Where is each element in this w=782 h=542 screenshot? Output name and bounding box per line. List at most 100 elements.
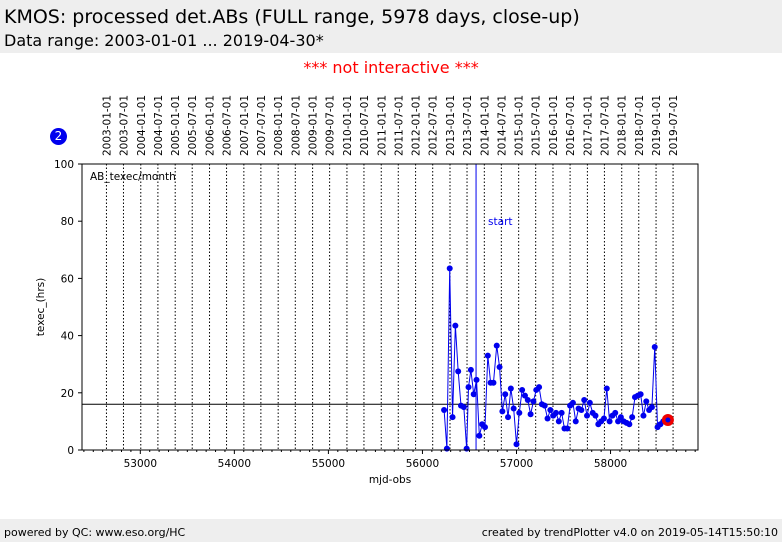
data-point [484,352,491,359]
trend-chart: 2003-01-01 2003-07-01 2004-01-01 2004-07-01… [35,95,699,486]
y-tick-label: 60 [61,273,74,285]
footer-bar: powered by QC: www.eso.org/HC created by… [0,519,782,542]
not-interactive-notice: *** not interactive *** [303,58,479,77]
data-point [541,402,548,409]
data-point [612,409,619,416]
data-point [651,344,658,351]
data-point [600,415,607,422]
data-point [586,399,593,406]
data-point [449,414,456,421]
data-point [499,408,506,415]
y-tick-label: 80 [61,216,74,228]
data-point [455,368,462,375]
data-point [470,391,477,398]
data-point [547,406,554,413]
data-point [527,411,534,418]
data-point [473,376,480,383]
latest-point-center [665,417,671,423]
date-tick-label: 2004-07-01 [153,95,165,156]
date-tick-label: 2016-07-01 [565,95,577,156]
x-tick-label: 56000 [406,458,439,470]
x-axis-label: mjd-obs [369,474,411,486]
date-tick-label: 2003-01-01 [101,95,113,156]
data-point [648,404,655,411]
date-tick-label: 2007-01-01 [239,95,251,156]
x-tick-label: 57000 [500,458,533,470]
date-tick-label: 2007-07-01 [256,95,268,156]
date-tick-label: 2009-07-01 [325,95,337,156]
data-point [544,415,551,422]
data-point [629,414,636,421]
x-tick-label: 55000 [312,458,345,470]
date-tick-label: 2005-01-01 [170,95,182,156]
date-tick-label: 2015-07-01 [531,95,543,156]
date-tick-label: 2006-07-01 [222,95,234,156]
plot-number-badge: 2 [50,128,67,145]
data-point [490,379,497,386]
data-point [476,432,483,439]
data-point [564,425,571,432]
data-point [643,398,650,405]
data-point [640,412,647,419]
date-tick-label: 2006-01-01 [205,95,217,156]
date-tick-label: 2014-07-01 [496,95,508,156]
date-tick-label: 2011-07-01 [393,95,405,156]
x-tick-label: 53000 [124,458,157,470]
date-tick-label: 2014-01-01 [479,95,491,156]
data-point [584,412,591,419]
date-tick-label: 2017-07-01 [599,95,611,156]
data-point [441,406,448,413]
data-point [530,398,537,405]
start-marker-label: start [488,216,512,228]
footer-credit: powered by QC: www.eso.org/HC [4,526,186,539]
data-point [606,418,613,425]
data-point [569,399,576,406]
footer-timestamp: created by trendPlotter v4.0 on 2019-05-… [481,526,778,539]
data-point [513,441,520,448]
data-point [463,445,470,452]
date-tick-label: 2012-01-01 [411,95,423,156]
data-point [615,418,622,425]
data-point [507,385,514,392]
data-point [460,404,467,411]
data-point [592,412,599,419]
data-point [581,396,588,403]
date-tick-label: 2009-01-01 [308,95,320,156]
data-point [510,405,517,412]
date-tick-label: 2012-07-01 [428,95,440,156]
data-point [446,265,453,272]
data-point [493,342,500,349]
date-tick-label: 2003-07-01 [118,95,130,156]
data-point [465,384,472,391]
data-point [572,418,579,425]
data-point [516,409,523,416]
data-point [555,418,562,425]
data-point [524,396,531,403]
data-point [519,386,526,393]
plot-frame [81,163,699,451]
date-tick-label: 2013-07-01 [462,95,474,156]
data-point [505,414,512,421]
date-tick-label: 2017-01-01 [582,95,594,156]
date-tick-label: 2008-01-01 [273,95,285,156]
date-tick-label: 2010-01-01 [342,95,354,156]
date-tick-label: 2019-07-01 [668,95,680,156]
data-point [502,391,509,398]
data-point [452,322,459,329]
data-point [521,392,528,399]
header-bar: KMOS: processed det.ABs (FULL range, 597… [0,0,782,53]
data-point [626,421,633,428]
date-tick-label: 2008-07-01 [290,95,302,156]
date-tick-label: 2018-07-01 [634,95,646,156]
date-tick-label: 2016-01-01 [548,95,560,156]
data-point [617,414,624,421]
page-title: KMOS: processed det.ABs (FULL range, 597… [4,6,580,28]
date-tick-label: 2005-07-01 [187,95,199,156]
date-tick-label: 2010-07-01 [359,95,371,156]
x-tick-label: 58000 [594,458,627,470]
date-tick-label: 2011-01-01 [376,95,388,156]
data-point [496,364,503,371]
data-point [481,424,488,431]
date-tick-label: 2015-01-01 [514,95,526,156]
y-tick-label: 0 [67,445,74,457]
